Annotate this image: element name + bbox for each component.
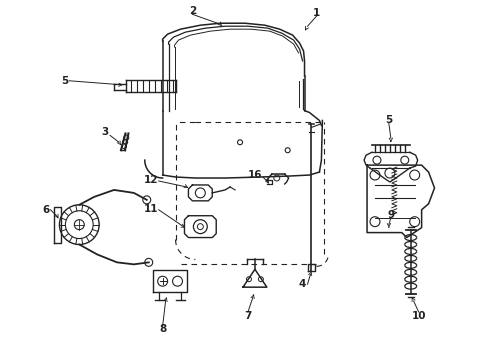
Text: 4: 4 (299, 279, 306, 289)
Text: 6: 6 (42, 205, 49, 215)
Text: 7: 7 (245, 311, 252, 321)
Text: 1: 1 (313, 8, 320, 18)
Text: 5: 5 (61, 76, 68, 86)
Text: 10: 10 (412, 311, 426, 321)
Text: 3: 3 (101, 127, 109, 138)
Text: 16: 16 (247, 170, 262, 180)
Text: 8: 8 (159, 324, 166, 334)
Text: 2: 2 (189, 6, 196, 16)
Text: 5: 5 (385, 116, 392, 126)
Text: 12: 12 (144, 175, 158, 185)
Text: 11: 11 (144, 204, 158, 214)
Text: 9: 9 (387, 210, 394, 220)
